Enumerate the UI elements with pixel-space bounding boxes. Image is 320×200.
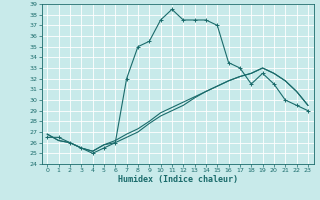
X-axis label: Humidex (Indice chaleur): Humidex (Indice chaleur) xyxy=(118,175,237,184)
